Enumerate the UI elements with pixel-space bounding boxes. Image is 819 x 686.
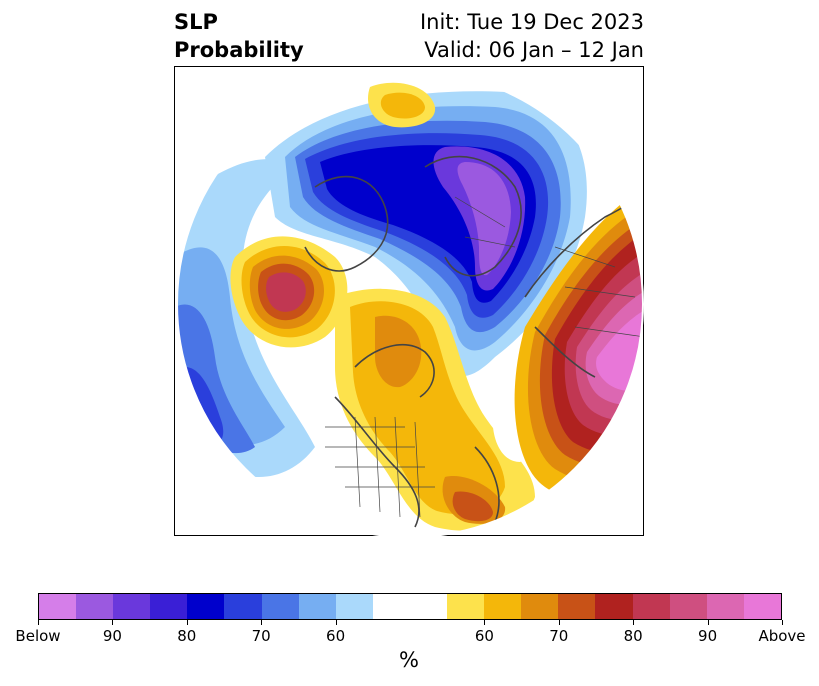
colorbar-swatch — [632, 594, 670, 619]
colorbar-swatch — [224, 594, 262, 619]
colorbar-tick-mark — [38, 620, 39, 625]
colorbar-swatch — [335, 594, 373, 619]
colorbar-tick-mark — [782, 620, 783, 625]
colorbar-swatch — [706, 594, 744, 619]
colorbar-units-label: % — [399, 648, 419, 672]
colorbar-tick-label: 60 — [326, 627, 346, 645]
colorbar-tick-label: 60 — [474, 627, 494, 645]
colorbar-tick-mark — [707, 620, 709, 625]
colorbar-swatch — [261, 594, 299, 619]
colorbar-tick-mark — [335, 620, 337, 625]
colorbar-swatch — [743, 594, 781, 619]
polar-map — [176, 70, 644, 537]
title-variable: SLP — [174, 10, 218, 34]
colorbar-tick-label: 70 — [549, 627, 569, 645]
title-product: Probability — [174, 38, 304, 62]
init-date-label: Init: Tue 19 Dec 2023 — [419, 10, 644, 34]
probability-colorbar — [38, 593, 782, 620]
colorbar-swatch — [372, 594, 410, 619]
colorbar-tick-label: 70 — [251, 627, 271, 645]
colorbar-tick-mark — [186, 620, 188, 625]
colorbar-tick-label: Below — [15, 627, 61, 645]
colorbar-swatch — [298, 594, 336, 619]
colorbar-swatch — [595, 594, 633, 619]
colorbar-tick-mark — [558, 620, 560, 625]
valid-range-label: Valid: 06 Jan – 12 Jan — [424, 38, 644, 62]
colorbar-tick-mark — [261, 620, 263, 625]
colorbar-swatch — [76, 594, 114, 619]
colorbar-swatch — [521, 594, 559, 619]
colorbar-swatch — [113, 594, 151, 619]
colorbar-swatch — [409, 594, 448, 619]
colorbar-swatch — [484, 594, 522, 619]
colorbar-tick-mark — [484, 620, 486, 625]
map-title-right: Init: Tue 19 Dec 2023 Valid: 06 Jan – 12… — [420, 8, 644, 64]
colorbar-swatch — [669, 594, 707, 619]
map-boundary — [176, 70, 644, 537]
map-title-left: SLP Probability — [174, 8, 304, 64]
colorbar-tick-mark — [112, 620, 114, 625]
colorbar-tick-label: 90 — [698, 627, 718, 645]
colorbar-tick-label: 80 — [623, 627, 643, 645]
polar-map-panel — [174, 66, 644, 537]
probability-field — [177, 71, 643, 537]
colorbar-tick-label: 80 — [177, 627, 197, 645]
colorbar-swatch — [558, 594, 596, 619]
colorbar-swatch — [187, 594, 225, 619]
colorbar-tick-label: 90 — [102, 627, 122, 645]
colorbar-swatch — [150, 594, 188, 619]
colorbar-tick-mark — [633, 620, 635, 625]
political-borders — [325, 196, 643, 518]
colorbar-tick-label: Above — [758, 627, 806, 645]
colorbar-swatch — [39, 594, 77, 619]
colorbar-swatch — [447, 594, 485, 619]
